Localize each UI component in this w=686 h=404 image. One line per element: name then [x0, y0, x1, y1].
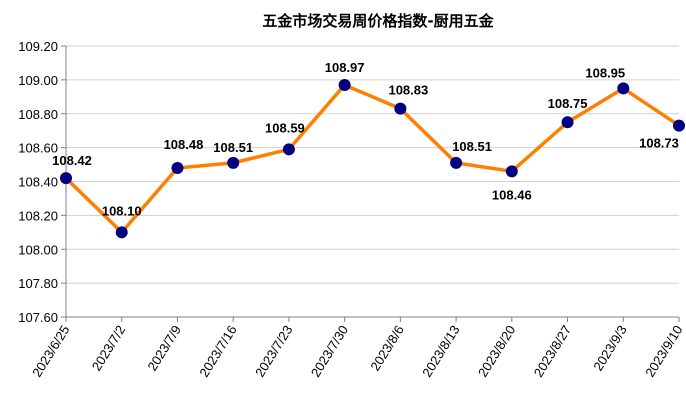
data-label: 108.73 — [639, 136, 679, 151]
data-labels: 108.42 108.10 108.48 108.51 108.59 108.97 108.… — [52, 60, 679, 218]
y-tick-label: 108.40 — [18, 175, 58, 190]
y-tick-label: 108.60 — [18, 141, 58, 156]
axes — [61, 45, 680, 322]
data-point — [450, 156, 463, 169]
data-point — [227, 156, 240, 169]
x-tick-label: 2023/8/13 — [419, 323, 462, 380]
x-tick-label: 2023/9/3 — [590, 323, 630, 374]
data-label: 108.10 — [102, 203, 142, 218]
x-tick-label: 2023/7/2 — [89, 323, 129, 374]
y-tick-labels: 107.60 107.80 108.00 108.20 108.40 108.60 108.… — [18, 39, 58, 325]
data-label: 108.42 — [52, 153, 92, 168]
data-label: 108.75 — [548, 96, 588, 111]
data-point — [505, 165, 518, 178]
x-tick-label: 2023/8/6 — [367, 323, 407, 374]
data-point — [394, 102, 407, 115]
gridlines — [66, 45, 679, 284]
y-tick-label: 108.00 — [18, 242, 58, 257]
data-label: 108.51 — [452, 139, 492, 154]
data-label: 108.59 — [265, 120, 305, 135]
data-point — [282, 143, 295, 156]
series-line — [64, 83, 680, 235]
chart-title: 五金市场交易周价格指数-厨用五金 — [262, 12, 494, 30]
x-tick-label: 2023/7/9 — [144, 323, 184, 374]
x-tick-label: 2023/7/30 — [308, 323, 351, 380]
data-label: 108.83 — [388, 83, 428, 98]
series-group — [60, 78, 685, 239]
data-point — [673, 119, 685, 132]
x-tick-label: 2023/7/23 — [252, 323, 295, 380]
x-tick-labels: 2023/6/25 2023/7/2 2023/7/9 2023/7/16 2023/7… — [29, 323, 685, 380]
x-tick-label: 2023/8/27 — [531, 323, 574, 380]
y-tick-label: 108.20 — [18, 208, 58, 223]
data-label: 108.51 — [213, 140, 253, 155]
data-label: 108.46 — [492, 187, 532, 202]
x-tick-label: 2023/7/16 — [196, 323, 239, 380]
data-point — [60, 172, 72, 185]
data-point — [617, 82, 630, 95]
x-tick-label: 2023/9/10 — [642, 323, 685, 380]
y-tick-label: 107.60 — [18, 310, 58, 325]
y-tick-label: 109.20 — [18, 39, 58, 54]
y-tick-label: 108.80 — [18, 107, 58, 122]
data-point — [171, 161, 184, 174]
data-label: 108.97 — [325, 60, 365, 75]
y-tick-label: 109.00 — [18, 73, 58, 88]
y-tick-label: 107.80 — [18, 276, 58, 291]
data-point — [338, 78, 351, 91]
data-label: 108.48 — [164, 137, 204, 152]
x-tick-label: 2023/6/25 — [29, 323, 72, 380]
data-label: 108.95 — [585, 65, 625, 80]
x-tick-label: 2023/8/20 — [475, 323, 518, 380]
data-point — [561, 116, 574, 129]
data-point — [115, 226, 128, 239]
